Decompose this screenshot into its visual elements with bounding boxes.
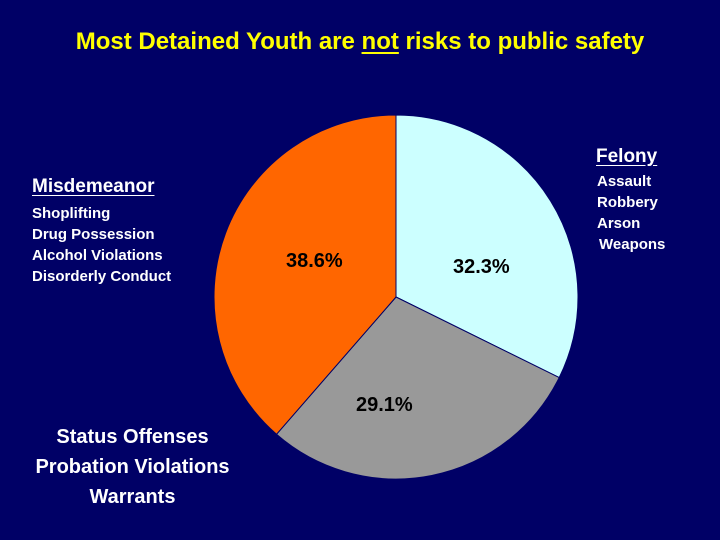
status-item: Status Offenses	[56, 426, 209, 448]
misdemeanor-item: Alcohol Violations	[32, 247, 163, 264]
misdemeanor-heading: Misdemeanor	[32, 176, 155, 197]
misdemeanor-item: Shoplifting	[32, 205, 111, 222]
pie-slice-status	[275, 296, 560, 480]
misdemeanor-item: Disorderly Conduct	[32, 268, 172, 285]
status-item: Probation Violations	[35, 456, 230, 478]
pie-slice-felony	[395, 114, 579, 379]
title-underlined: not	[361, 28, 399, 55]
felony-item: Weapons	[599, 236, 666, 253]
slice-label-status: 29.1%	[356, 394, 413, 416]
felony-item: Robbery	[597, 194, 658, 211]
felony-list: Assault Robbery Arson Weapons	[597, 171, 665, 255]
status-list: Status Offenses Probation Violations War…	[0, 422, 265, 512]
misdemeanor-item: Drug Possession	[32, 226, 155, 243]
felony-item: Assault	[597, 173, 652, 190]
title-post: risks to public safety	[398, 28, 645, 55]
misdemeanor-list: Shoplifting Drug Possession Alcohol Viol…	[32, 203, 171, 287]
status-item: Warrants	[89, 486, 176, 508]
pie-slice-misdemeanor	[213, 114, 397, 435]
slice-label-misdemeanor: 38.6%	[286, 250, 343, 272]
felony-heading: Felony	[596, 146, 658, 167]
title-pre: Most Detained Youth are	[75, 28, 362, 55]
slice-label-felony: 32.3%	[453, 256, 510, 278]
felony-item: Arson	[597, 215, 641, 232]
chart-title: Most Detained Youth are not risks to pub…	[0, 28, 720, 56]
